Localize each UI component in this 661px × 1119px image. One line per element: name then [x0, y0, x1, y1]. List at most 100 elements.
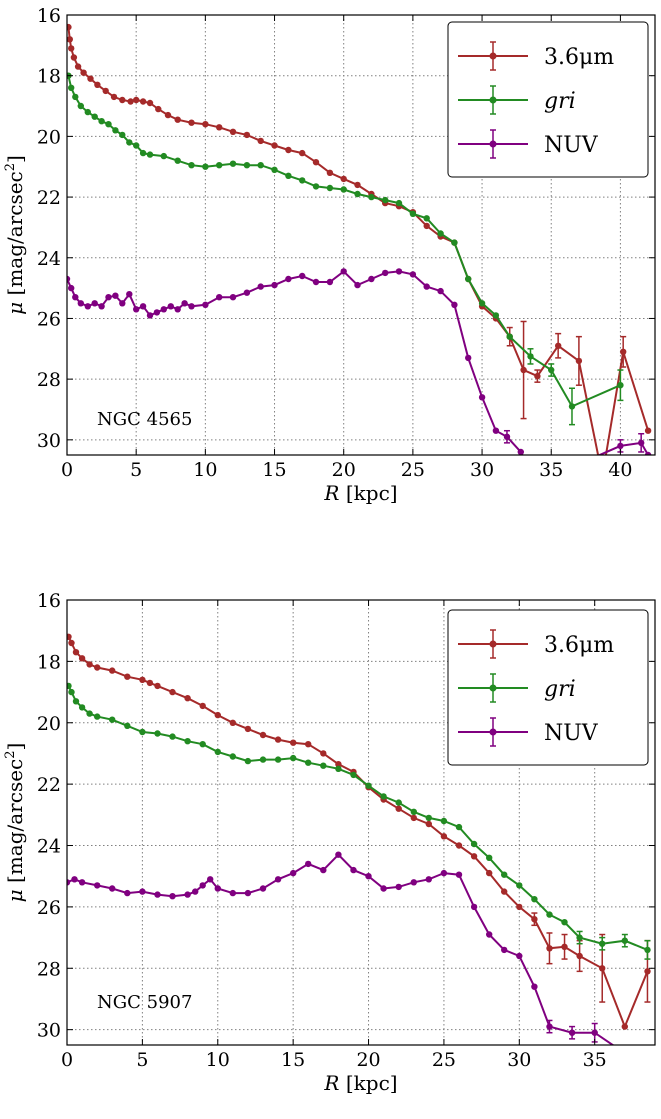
data-point: [169, 733, 176, 740]
x-tick-label: 25: [401, 459, 425, 481]
data-point: [229, 128, 237, 135]
data-point: [174, 306, 181, 313]
data-point: [67, 275, 71, 283]
data-point: [214, 885, 221, 892]
data-point: [86, 661, 93, 668]
x-tick-label: 35: [539, 459, 563, 481]
data-point: [575, 357, 583, 365]
data-point: [68, 84, 75, 92]
data-point: [576, 952, 583, 960]
data-point: [94, 81, 101, 89]
x-tick-label: 5: [136, 1049, 148, 1071]
data-point: [80, 69, 87, 76]
data-point: [501, 946, 508, 954]
data-point: [110, 93, 118, 101]
y-axis-symbol: μ: [3, 302, 27, 315]
data-point: [112, 127, 119, 134]
data-point: [155, 105, 162, 113]
data-point: [188, 162, 195, 169]
x-axis-label: R [kpc]: [323, 1071, 397, 1095]
data-point: [259, 756, 267, 763]
data-point: [78, 879, 86, 886]
data-point: [312, 278, 320, 286]
data-point: [451, 239, 458, 246]
legend-label-0: 3.6μm: [544, 633, 614, 658]
data-point: [501, 871, 508, 878]
data-point: [423, 215, 430, 222]
axes-frame: [66, 599, 656, 1046]
data-point: [305, 741, 312, 748]
data-point: [68, 284, 75, 292]
data-point: [67, 23, 72, 31]
data-point: [561, 943, 568, 950]
data-point: [199, 882, 206, 889]
data-point: [644, 451, 652, 455]
series-group: [67, 633, 651, 1045]
data-point: [257, 283, 264, 290]
data-point: [70, 54, 78, 61]
data-point: [380, 885, 387, 892]
data-point: [340, 268, 347, 275]
y-tick-label: 22: [37, 774, 61, 796]
data-point: [437, 230, 444, 237]
data-point: [139, 888, 146, 895]
data-point: [527, 353, 534, 360]
data-point: [94, 664, 101, 671]
data-point: [146, 312, 154, 319]
data-point: [621, 937, 628, 944]
data-point: [350, 771, 357, 779]
x-tick-label: 20: [356, 1049, 380, 1071]
data-point: [382, 196, 389, 204]
galaxy-label: NGC 4565: [97, 409, 192, 430]
data-point: [229, 719, 236, 726]
data-point: [244, 889, 252, 897]
data-point: [568, 1029, 576, 1036]
data-point: [340, 175, 347, 183]
data-point: [299, 177, 306, 184]
data-point: [516, 903, 523, 911]
y-tick-label: 26: [37, 897, 61, 919]
x-tick-label: 0: [61, 1049, 73, 1071]
data-point: [124, 673, 131, 680]
data-point: [516, 882, 523, 889]
y-tick-label: 24: [37, 836, 61, 858]
legend-label-1: gri: [544, 89, 576, 114]
data-point: [599, 940, 606, 947]
x-axis-unit: [kpc]: [346, 1071, 398, 1095]
data-point: [326, 184, 334, 192]
data-point: [531, 983, 538, 990]
data-point: [395, 268, 403, 275]
data-point: [486, 854, 493, 861]
data-point: [274, 756, 282, 763]
data-point: [68, 45, 75, 52]
data-point: [638, 439, 645, 447]
data-point: [395, 883, 402, 891]
data-point: [368, 193, 375, 201]
x-tick-label: 5: [130, 459, 142, 481]
data-point: [214, 711, 221, 719]
x-tick-label: 0: [61, 459, 73, 481]
data-point: [119, 96, 126, 104]
data-point: [271, 166, 278, 173]
data-point: [486, 931, 493, 938]
x-tick-label: 30: [470, 459, 494, 481]
data-point: [425, 814, 432, 822]
data-point: [67, 682, 72, 690]
x-tick-label: 10: [193, 459, 217, 481]
data-point: [423, 283, 430, 290]
data-point: [350, 866, 357, 874]
data-point: [365, 873, 372, 880]
data-point: [133, 142, 140, 149]
data-point: [455, 842, 463, 849]
data-point: [77, 102, 85, 110]
x-tick-label: 25: [432, 1049, 456, 1071]
data-point: [546, 911, 553, 918]
y-tick-label: 20: [37, 126, 61, 148]
data-point: [146, 99, 154, 107]
data-point: [437, 287, 444, 295]
legend-marker: [489, 640, 497, 648]
data-point: [124, 889, 131, 897]
data-point: [84, 108, 92, 116]
data-point: [119, 131, 126, 139]
legend-box: [447, 21, 649, 178]
